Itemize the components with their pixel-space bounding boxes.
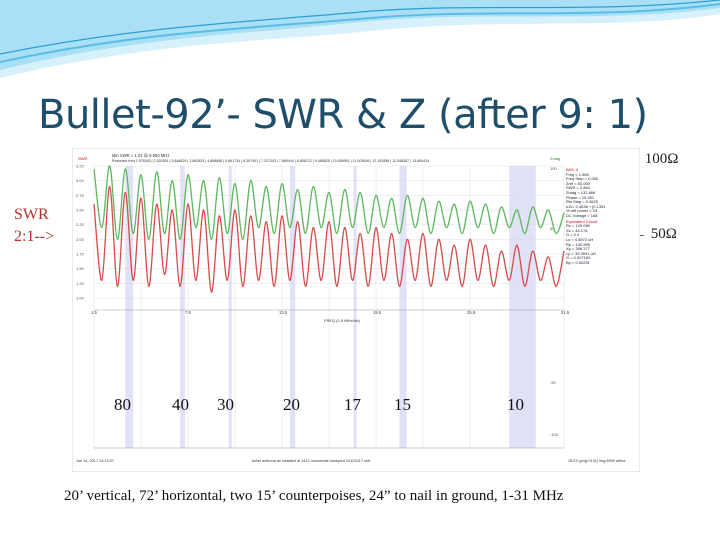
equivalent-circuit-row: Rs = 125.089 (566, 223, 590, 229)
band-region-0 (125, 166, 134, 448)
info-row: SWR = 2.864 (566, 185, 590, 191)
footer-program: 15:23 (prog 0101) img 8909 alfred (568, 459, 625, 463)
swr-label-line2: 2:1--> (14, 228, 55, 245)
info-header: IMG: 4 (566, 167, 579, 172)
band-label-17: 17 (344, 395, 361, 414)
info-row: DC Voltage = 168 (566, 212, 598, 218)
equivalent-circuit-rows: Rs = 125.089 Xs = 44.176 G = 0.4 Ls = 4.587… (566, 224, 628, 265)
info-row: Freq Step = 0.050 (566, 176, 599, 182)
band-region-3 (289, 166, 296, 448)
band-label-30: 30 (217, 395, 234, 414)
x-tick-label: 31.5 (561, 310, 570, 315)
header-wave-decoration (0, 0, 720, 78)
swr-tick-label: 1.00 (76, 296, 85, 301)
equivalent-circuit-header: Equivalent Circuit (566, 218, 598, 224)
x-tick-label: 7.5 (185, 310, 191, 315)
band-label-15: 15 (394, 395, 411, 414)
x-tick-label: 13.5 (279, 310, 288, 315)
swr-label-line1: SWR (14, 206, 49, 223)
x-tick-label: 1.5 (91, 310, 97, 315)
band-label-20: 20 (283, 395, 300, 414)
x-tick-label: 25.5 (467, 310, 476, 315)
equivalent-circuit-row: G = 0.007160 (566, 255, 591, 261)
swr-tick-label: 1.75 (76, 252, 85, 257)
info-row: s11= 0.4636 + j0.1351 (566, 203, 606, 209)
info-row: Freq = 1.589 (566, 171, 589, 177)
swr-tick-label: 1.50 (76, 266, 85, 271)
band-region-2 (228, 166, 232, 448)
swr-tick-label: 1.25 (76, 281, 85, 286)
band-region-5 (399, 166, 407, 448)
info-row: Zref = 50.000 (566, 180, 590, 186)
band-label-40: 40 (172, 395, 189, 414)
info-row: % refl power = 23 (566, 208, 598, 214)
swr-impedance-chart: Min SWR = 1.01 @ 8.950 MHz Resonant freq… (72, 148, 640, 472)
equivalent-circuit-row: Bp = 0.00251 (566, 259, 590, 265)
z-tick-label: -50 (550, 380, 557, 385)
z-tick-label: 100 (550, 166, 557, 171)
z-tick-label: 50 (550, 226, 555, 231)
equivalent-circuit-row: Xs = 44.176 (566, 227, 588, 233)
band-region-1 (180, 166, 185, 448)
equivalent-circuit-row: Xp = 398.377 (566, 246, 590, 252)
x-tick-label: 19.5 (373, 310, 382, 315)
slide-title: Bullet-92’- SWR & Z (after 9: 1) (38, 92, 648, 138)
swr-tick-label: 2.00 (76, 237, 85, 242)
z-series-line (93, 165, 565, 240)
band-label-80: 80 (114, 395, 131, 414)
footer-timestamp: Jun 14, 2017 14:13:07 (76, 459, 114, 463)
info-row: Zmag = 132.666 (566, 189, 596, 195)
note-50-ohm: ← 50Ω (632, 226, 677, 242)
swr-series-line (93, 185, 565, 293)
equivalent-circuit-row: G = 0.4 (566, 232, 580, 238)
chart-header-line2: Resonant freq 1.578283 | 2.320381 | 3.84… (112, 159, 429, 163)
swr-tick-label: 3.25 (76, 164, 85, 169)
x-axis-label: FREQ (2.9 MHz/div) (324, 318, 361, 323)
info-row: Rtn Mag = 0.4625 (566, 199, 598, 205)
band-label-10: 10 (507, 395, 524, 414)
swr-tick-label: 2.50 (76, 208, 85, 213)
equivalent-circuit-row: Lp = 39.2691 uH (566, 250, 596, 256)
swr-tick-label: 2.75 (76, 193, 85, 198)
info-rows: Freq = 1.589 Freq Step = 0.050 Zref = 50.0… (566, 171, 628, 219)
chart-header-line1: Min SWR = 1.01 @ 8.950 MHz (112, 153, 169, 158)
equivalent-circuit-row: Rp = 140.590 (566, 241, 591, 247)
swr-2to1-label: SWR 2:1--> (14, 204, 74, 248)
z-tick-label: -100 (550, 432, 559, 437)
info-row: Phase = 19.451 (566, 194, 595, 200)
band-region-6 (509, 166, 536, 448)
swr-tick-label: 3.00 (76, 178, 85, 183)
footer-description: bullet antenna as installed at 1412 mons… (252, 459, 371, 463)
z-axis-label: Zmag (550, 156, 560, 161)
equivalent-circuit-row: Ls = 4.5872 uH (566, 236, 594, 242)
antenna-caption: 20’ vertical, 72’ horizontal, two 15’ co… (64, 488, 564, 504)
swr-axis-label: SWR (78, 156, 87, 161)
info-panel: IMG: 4 Freq = 1.589 Freq Step = 0.050 Zref… (566, 167, 628, 265)
band-region-4 (353, 166, 357, 448)
swr-tick-label: 2.25 (76, 222, 85, 227)
